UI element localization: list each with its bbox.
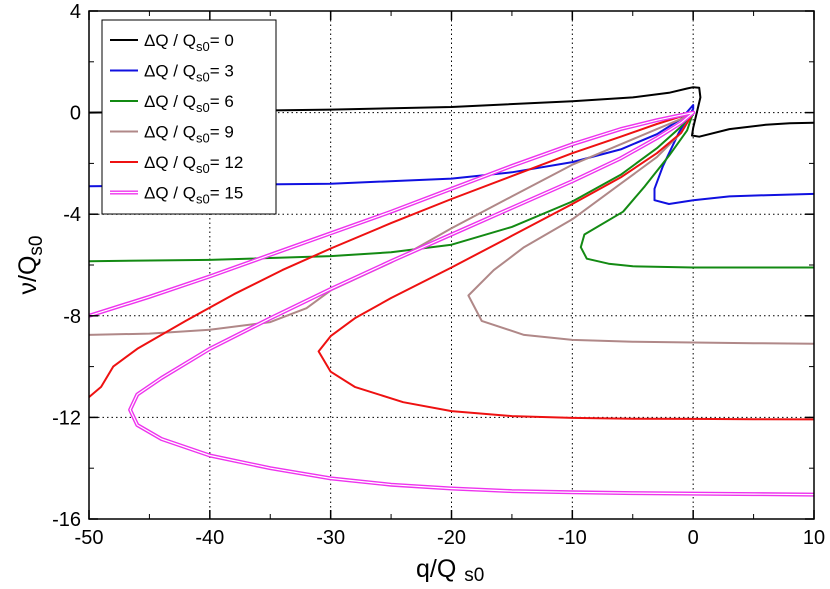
legend: ΔQ / Qs0= 0ΔQ / Qs0= 3ΔQ / Qs0= 6ΔQ / Qs… xyxy=(101,19,277,215)
legend-label-post: = 9 xyxy=(210,123,234,142)
y-tick-label: -16 xyxy=(52,509,81,531)
series-line-1 xyxy=(88,104,815,205)
x-tick-label: -50 xyxy=(75,527,104,549)
y-axis-label-sub: s0 xyxy=(26,236,47,256)
legend-label-post: = 12 xyxy=(210,153,244,172)
legend-label: ΔQ / Qs0= 9 xyxy=(144,123,234,146)
legend-label: ΔQ / Qs0= 6 xyxy=(144,92,234,115)
legend-label-post: = 3 xyxy=(210,62,234,81)
series-line-0 xyxy=(88,86,815,138)
legend-label-sub: s0 xyxy=(196,131,210,146)
legend-box xyxy=(101,19,277,215)
legend-label-post: = 6 xyxy=(210,92,234,111)
x-axis-label-sub: s0 xyxy=(464,565,484,586)
legend-label-sub: s0 xyxy=(196,100,210,115)
x-tick-label: -20 xyxy=(437,527,466,549)
y-axis-label-main: ν/Q xyxy=(14,256,42,295)
series-group xyxy=(88,86,815,497)
series-line-2 xyxy=(88,111,814,269)
y-tick-label: -4 xyxy=(63,204,81,226)
legend-label-pre: ΔQ / Q xyxy=(144,123,196,142)
x-axis-label: q/Q s0 xyxy=(416,555,484,586)
legend-label-sub: s0 xyxy=(196,39,210,54)
series-line-4 xyxy=(88,111,815,421)
x-tick-label: 10 xyxy=(803,527,825,549)
legend-label-post: = 15 xyxy=(210,184,244,203)
y-tick-label: -8 xyxy=(63,306,81,328)
legend-label-pre: ΔQ / Q xyxy=(144,31,196,50)
ticks: -50 -40 -30 -20 -10 0 10-16-12-8-404 xyxy=(52,1,825,549)
legend-label-sub: s0 xyxy=(196,161,210,176)
legend-label-pre: ΔQ / Q xyxy=(144,62,196,81)
x-tick-label: -30 xyxy=(316,527,345,549)
legend-label: ΔQ / Qs0= 15 xyxy=(144,184,243,207)
y-axis-label: ν/Qs0 xyxy=(14,236,47,295)
legend-label-pre: ΔQ / Q xyxy=(144,153,196,172)
series-line-5-inner xyxy=(88,112,815,496)
x-tick-label: -40 xyxy=(195,527,224,549)
y-tick-label: 0 xyxy=(70,103,81,125)
x-tick-label: -10 xyxy=(558,527,587,549)
x-axis-label-main: q/Q xyxy=(416,555,456,583)
legend-label: ΔQ / Qs0= 3 xyxy=(144,62,234,85)
legend-label-post: = 0 xyxy=(210,31,234,50)
legend-label-pre: ΔQ / Q xyxy=(144,184,196,203)
y-tick-label: -12 xyxy=(52,407,81,429)
x-tick-label: 0 xyxy=(688,527,699,549)
legend-label-sub: s0 xyxy=(196,70,210,85)
legend-label: ΔQ / Qs0= 0 xyxy=(144,31,234,54)
legend-label: ΔQ / Qs0= 12 xyxy=(144,153,243,176)
y-tick-label: 4 xyxy=(70,1,81,23)
legend-label-sub: s0 xyxy=(196,192,210,207)
legend-label-pre: ΔQ / Q xyxy=(144,92,196,111)
